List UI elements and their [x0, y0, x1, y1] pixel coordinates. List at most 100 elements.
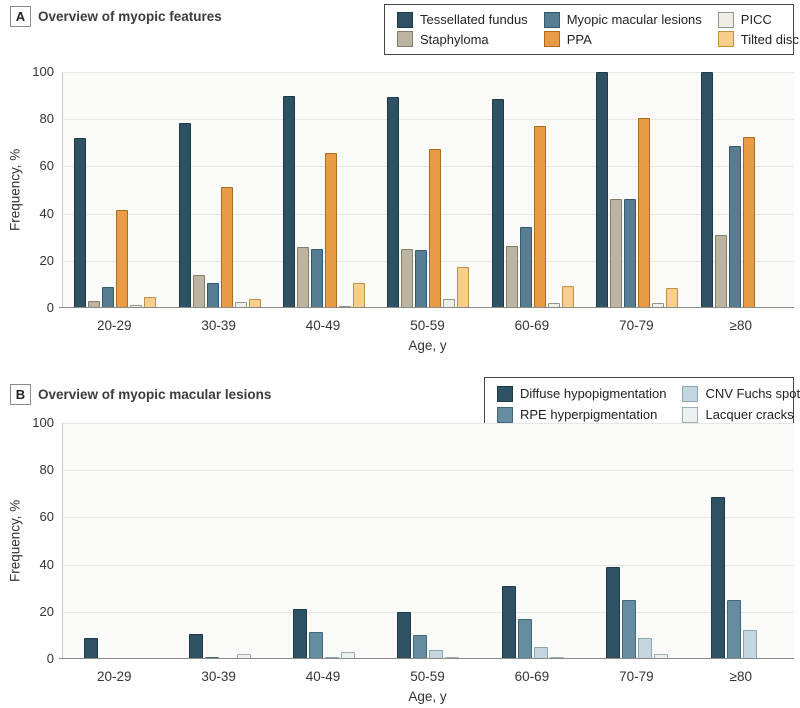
- legend-label: Lacquer cracks: [705, 407, 794, 422]
- panel-a-x-axis-title: Age, y: [408, 338, 447, 353]
- bar-group: [690, 72, 794, 308]
- x-tick-label: 60-69: [514, 318, 550, 333]
- legend-item: Diffuse hypopigmentation: [497, 385, 667, 402]
- bar: [397, 611, 412, 659]
- bar: [311, 249, 324, 308]
- x-tick-label: 70-79: [619, 318, 654, 333]
- bar: [387, 96, 400, 308]
- legend-swatch: [682, 406, 699, 423]
- bar: [178, 122, 191, 308]
- legend-swatch: [717, 31, 734, 48]
- legend-swatch: [497, 406, 513, 423]
- bar: [742, 136, 755, 308]
- bar: [622, 600, 637, 659]
- bar: [116, 210, 129, 308]
- bar-group: [481, 72, 585, 308]
- y-tick-label: 20: [39, 252, 54, 268]
- bar: [728, 146, 741, 308]
- y-tick-label: 80: [39, 111, 54, 127]
- bar: [309, 631, 324, 659]
- x-tick-label: 50-59: [410, 318, 445, 333]
- gridline: [63, 611, 794, 613]
- bar: [297, 246, 310, 308]
- bar: [102, 286, 115, 308]
- panel-a-title: Overview of myopic features: [38, 9, 222, 24]
- x-tick-label: ≥80: [729, 669, 752, 684]
- bar: [742, 629, 757, 659]
- legend-label: RPE hyperpigmentation: [520, 407, 658, 422]
- legend-swatch: [397, 31, 413, 48]
- panel-b-x-axis-title: Age, y: [408, 689, 447, 704]
- bar: [517, 618, 532, 659]
- panel-b-title: Overview of myopic macular lesions: [38, 387, 272, 402]
- bar: [561, 285, 574, 308]
- bar-group: [585, 72, 689, 308]
- legend-label: PICC: [740, 12, 772, 28]
- bar-group: [167, 72, 271, 308]
- bar: [638, 637, 653, 659]
- bar-group: [272, 72, 376, 308]
- gridline: [63, 517, 794, 519]
- legend-label: Tessellated fundus: [420, 12, 528, 28]
- x-tick-label: 60-69: [514, 669, 550, 684]
- bar: [714, 234, 727, 308]
- legend-item: Tessellated fundus: [397, 11, 528, 28]
- bar: [457, 266, 470, 308]
- legend-swatch: [397, 11, 413, 28]
- gridline: [63, 470, 794, 472]
- bar-group: [585, 423, 689, 659]
- panel-b-label: B: [10, 384, 31, 405]
- legend-item: Tilted disc: [717, 31, 799, 48]
- panel-a-legend: Tessellated fundus Staphyloma Myopic macul…: [384, 4, 799, 55]
- bar: [283, 95, 296, 308]
- bar-group: [63, 72, 167, 308]
- x-tick-label: 20-29: [96, 669, 132, 684]
- bar: [700, 72, 713, 308]
- bar: [710, 497, 725, 659]
- bar: [638, 118, 651, 308]
- x-tick-label: ≥80: [729, 318, 752, 333]
- y-tick-label: 0: [46, 651, 54, 666]
- panel-a-plot-area: [59, 72, 794, 308]
- legend-item: Lacquer cracks: [682, 406, 800, 423]
- bar: [501, 585, 516, 659]
- legend-swatch: [543, 11, 560, 28]
- bar: [353, 283, 366, 308]
- bar: [505, 245, 518, 308]
- legend-item: Staphyloma: [397, 31, 528, 48]
- x-axis-line: [59, 307, 794, 308]
- gridline: [63, 166, 794, 168]
- y-tick-label: 40: [39, 205, 54, 221]
- y-tick-label: 100: [32, 64, 54, 79]
- bar: [188, 634, 203, 659]
- bar: [206, 283, 219, 308]
- legend-label: CNV Fuchs spot: [705, 386, 800, 401]
- bar: [519, 226, 532, 308]
- legend-label: Diffuse hypopigmentation: [520, 386, 667, 401]
- legend-item: CNV Fuchs spot: [682, 385, 800, 402]
- y-tick-label: 40: [39, 556, 54, 572]
- bar-groups: [63, 423, 794, 659]
- gridline: [63, 260, 794, 262]
- legend-item: RPE hyperpigmentation: [497, 406, 666, 423]
- bar: [74, 138, 87, 308]
- x-tick-label: 20-29: [96, 318, 132, 333]
- gridline: [63, 213, 794, 215]
- bar-group: [690, 423, 794, 659]
- x-tick-label: 40-49: [305, 318, 341, 333]
- panel-a-label: A: [10, 6, 31, 27]
- legend-item: Myopic macular lesions: [543, 11, 702, 28]
- panel-a-y-axis-title: Frequency, %: [7, 148, 23, 232]
- bar-group: [376, 72, 480, 308]
- bar-group: [376, 423, 480, 659]
- x-tick-label: 50-59: [410, 669, 445, 684]
- panel-b-y-axis-title: Frequency, %: [7, 499, 23, 583]
- legend-swatch: [717, 11, 734, 28]
- y-tick-label: 60: [39, 509, 54, 525]
- bar-group: [167, 423, 271, 659]
- y-tick-label: 20: [39, 603, 54, 619]
- bar: [624, 199, 637, 308]
- legend-label: Myopic macular lesions: [566, 12, 702, 28]
- bar-group: [63, 423, 167, 659]
- legend-label: Staphyloma: [420, 31, 489, 47]
